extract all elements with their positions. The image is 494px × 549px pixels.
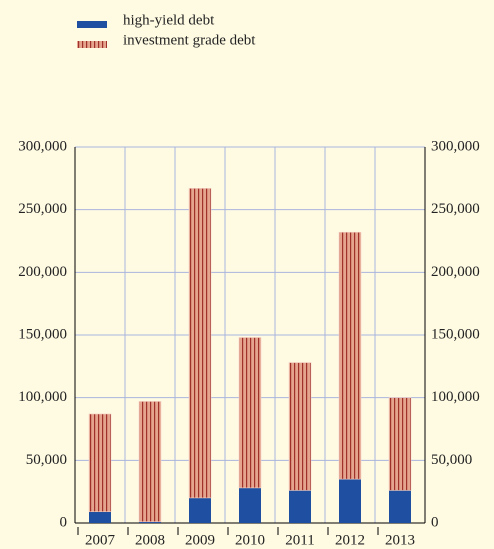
x-tick-label: 2010 bbox=[235, 532, 265, 548]
y-tick-label: 250,000 bbox=[18, 201, 67, 217]
legend-swatch bbox=[77, 21, 107, 28]
bar-segment bbox=[238, 337, 262, 489]
legend-label: high-yield debt bbox=[123, 12, 215, 28]
y2-tick-label: 300,000 bbox=[431, 138, 480, 154]
bar-segment bbox=[188, 188, 212, 499]
y-tick-label: 150,000 bbox=[18, 326, 67, 342]
bar-segment bbox=[189, 497, 211, 523]
x-tick-label: 2011 bbox=[285, 532, 314, 548]
bar-segment bbox=[88, 413, 112, 513]
bar-segment bbox=[388, 397, 412, 491]
bar-segment bbox=[288, 362, 312, 491]
x-tick-label: 2007 bbox=[85, 532, 116, 548]
x-tick-label: 2008 bbox=[135, 532, 165, 548]
y2-tick-label: 0 bbox=[431, 514, 439, 530]
bar-segment bbox=[139, 521, 161, 523]
x-tick-label: 2012 bbox=[335, 532, 365, 548]
bar-segment bbox=[338, 231, 362, 480]
legend-swatch bbox=[77, 41, 107, 48]
y2-tick-label: 200,000 bbox=[431, 264, 480, 280]
x-tick-label: 2009 bbox=[185, 532, 215, 548]
bar-segment bbox=[138, 401, 162, 523]
y2-tick-label: 100,000 bbox=[431, 389, 480, 405]
y-tick-label: 100,000 bbox=[18, 389, 67, 405]
y2-tick-label: 150,000 bbox=[431, 326, 480, 342]
y2-tick-label: 50,000 bbox=[431, 452, 472, 468]
legend-label: investment grade debt bbox=[123, 32, 256, 48]
bar-segment bbox=[339, 479, 361, 523]
y-tick-label: 0 bbox=[60, 514, 68, 530]
y-tick-label: 200,000 bbox=[18, 264, 67, 280]
x-tick-label: 2013 bbox=[385, 532, 415, 548]
bar-segment bbox=[89, 511, 111, 523]
bar-segment bbox=[389, 490, 411, 523]
bar-segment bbox=[289, 490, 311, 523]
y-tick-label: 300,000 bbox=[18, 138, 67, 154]
bar-segment bbox=[239, 487, 261, 523]
y2-tick-label: 250,000 bbox=[431, 201, 480, 217]
y-tick-label: 50,000 bbox=[26, 452, 67, 468]
